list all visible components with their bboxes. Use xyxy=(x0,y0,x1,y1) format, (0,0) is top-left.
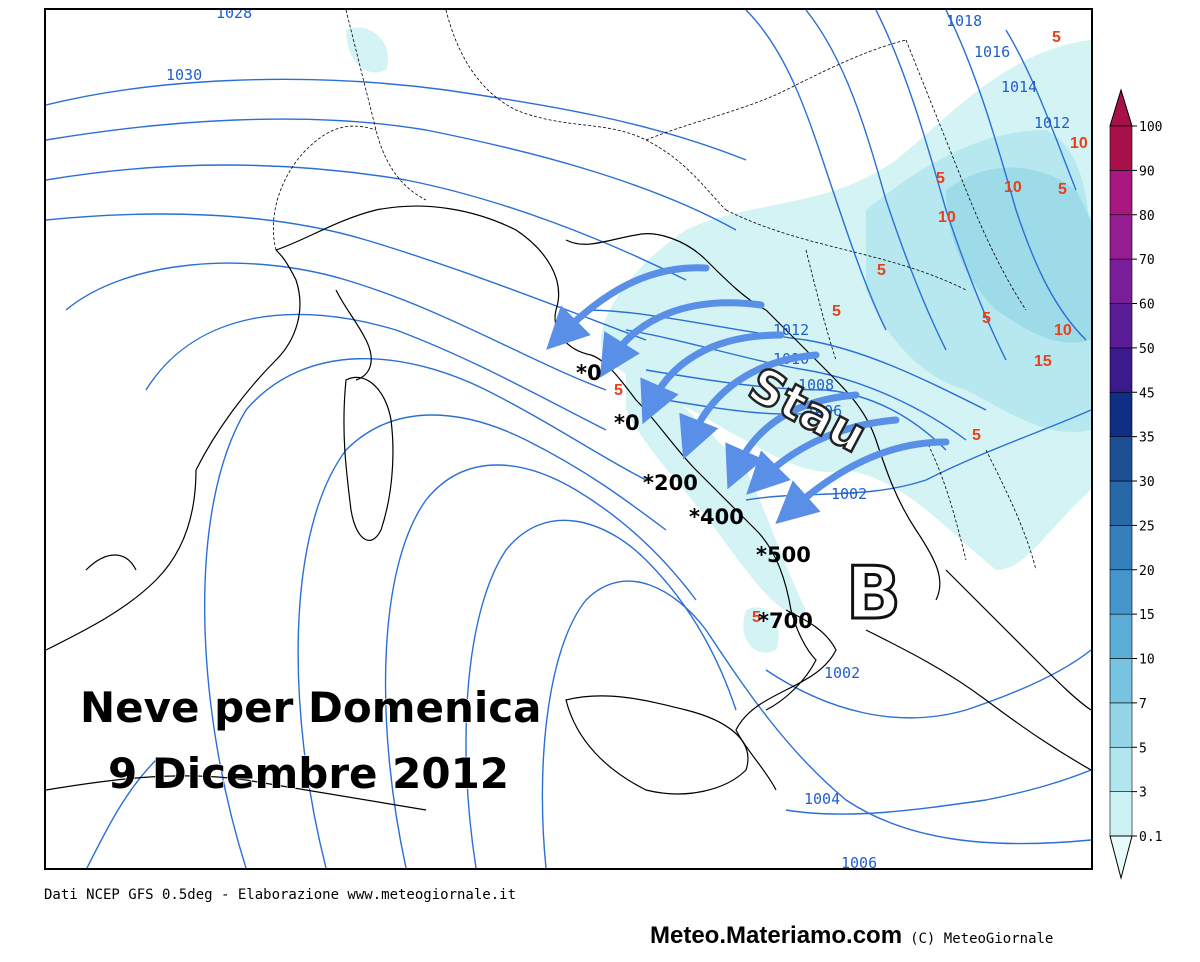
colorbar-tick-label: 70 xyxy=(1139,253,1155,268)
colorbar-swatch xyxy=(1109,258,1133,304)
snow-level-label: *500 xyxy=(756,543,811,567)
precipitation-area xyxy=(346,27,1091,653)
isobar-labels: 1030 1028 1018 1016 1014 1012 1012 1010 … xyxy=(166,10,1070,868)
colorbar-swatch xyxy=(1109,391,1133,437)
snow-level-label: *0 xyxy=(614,411,640,435)
isobar-label: 1018 xyxy=(946,12,982,30)
isobar-label: 1012 xyxy=(1034,114,1070,132)
colorbar-min-triangle xyxy=(1109,835,1133,880)
colorbar-tick-label: 7 xyxy=(1139,697,1147,712)
colorbar-swatch xyxy=(1109,658,1133,704)
colorbar-swatch xyxy=(1109,613,1133,659)
isobar-lines xyxy=(46,10,1091,868)
colorbar-tick-label: 15 xyxy=(1139,608,1155,623)
isobar-label: 1028 xyxy=(216,10,252,22)
precip-label: 5 xyxy=(614,382,623,399)
isobar-label: 1016 xyxy=(974,43,1010,61)
precip-label: 5 xyxy=(832,303,841,320)
precip-label: 5 xyxy=(936,170,945,187)
colorbar-swatch xyxy=(1109,125,1133,171)
precip-label: 10 xyxy=(938,209,956,226)
colorbar-swatch xyxy=(1109,702,1133,748)
colorbar-tick-label: 90 xyxy=(1139,164,1155,179)
map-title-line1: Neve per Domenica xyxy=(80,683,542,732)
weather-map: 1030 1028 1018 1016 1014 1012 1012 1010 … xyxy=(44,8,1093,870)
colorbar-swatch xyxy=(1109,436,1133,482)
snow-level-label: *200 xyxy=(643,471,698,495)
colorbar-tick-label: 50 xyxy=(1139,342,1155,357)
isobar-label: 1002 xyxy=(831,485,867,503)
precip-label: 5 xyxy=(982,310,991,327)
colorbar-max-triangle xyxy=(1109,88,1133,127)
precip-label: 10 xyxy=(1070,135,1088,152)
colorbar-tick-label: 10 xyxy=(1139,653,1155,668)
isobar-label: 1004 xyxy=(804,790,840,808)
snow-level-labels: *0 *0 *200 *400 *500 *700 xyxy=(576,361,813,633)
wind-arrows xyxy=(546,264,950,524)
data-source-note: Dati NCEP GFS 0.5deg - Elaborazione www.… xyxy=(44,887,517,903)
footer-brand: Meteo.Materiamo.com (C) MeteoGiornale xyxy=(650,922,1053,950)
colorbar-swatch xyxy=(1109,480,1133,526)
low-pressure-label: B xyxy=(846,551,901,635)
colorbar-swatch xyxy=(1109,569,1133,615)
precip-labels: 5 10 5 10 5 10 5 5 5 10 15 5 5 5 xyxy=(614,29,1088,626)
colorbar-tick-label: 20 xyxy=(1139,564,1155,579)
colorbar-swatch xyxy=(1109,791,1133,837)
brand-name: Meteo.Materiamo.com xyxy=(650,922,903,949)
snow-level-label: *700 xyxy=(758,609,813,633)
colorbar-tick-label: 3 xyxy=(1139,786,1147,801)
isobar-label: 1006 xyxy=(841,854,877,868)
snow-level-label: *0 xyxy=(576,361,602,385)
colorbar-swatch xyxy=(1109,170,1133,216)
colorbar-swatch xyxy=(1109,746,1133,792)
colorbar-swatch xyxy=(1109,214,1133,260)
colorbar-swatch xyxy=(1109,525,1133,571)
colorbar-tick-label: 80 xyxy=(1139,209,1155,224)
colorbar-tick-label: 5 xyxy=(1139,741,1147,756)
map-canvas: 1030 1028 1018 1016 1014 1012 1012 1010 … xyxy=(46,10,1091,868)
colorbar-tick-label: 60 xyxy=(1139,298,1155,313)
precip-label: 5 xyxy=(1058,181,1067,198)
colorbar-swatch xyxy=(1109,303,1133,349)
colorbar-tick-label: 30 xyxy=(1139,475,1155,490)
colorbar-tick-label: 0.1 xyxy=(1139,830,1162,845)
borders xyxy=(272,10,1037,571)
copyright-note: (C) MeteoGiornale xyxy=(910,931,1054,947)
precip-label: 5 xyxy=(752,609,761,626)
map-title-line2: 9 Dicembre 2012 xyxy=(108,749,509,798)
colorbar-tick-label: 25 xyxy=(1139,519,1155,534)
snow-level-label: *400 xyxy=(689,505,744,529)
colorbar-tick-label: 45 xyxy=(1139,386,1155,401)
precip-label: 10 xyxy=(1004,179,1022,196)
colorbar-tick-label: 100 xyxy=(1139,120,1162,135)
colorbar-tick-label: 35 xyxy=(1139,431,1155,446)
isobar-label: 1030 xyxy=(166,66,202,84)
precip-label: 5 xyxy=(1052,29,1061,46)
precip-label: 15 xyxy=(1034,353,1052,370)
coastlines xyxy=(46,205,1091,811)
precip-label: 5 xyxy=(972,427,981,444)
isobar-label: 1008 xyxy=(798,376,834,394)
isobar-label: 1014 xyxy=(1001,78,1037,96)
isobar-label: 1006 xyxy=(806,402,842,420)
precip-label: 10 xyxy=(1054,322,1072,339)
colorbar-swatch xyxy=(1109,347,1133,393)
precip-label: 5 xyxy=(877,262,886,279)
isobar-label: 1002 xyxy=(824,664,860,682)
